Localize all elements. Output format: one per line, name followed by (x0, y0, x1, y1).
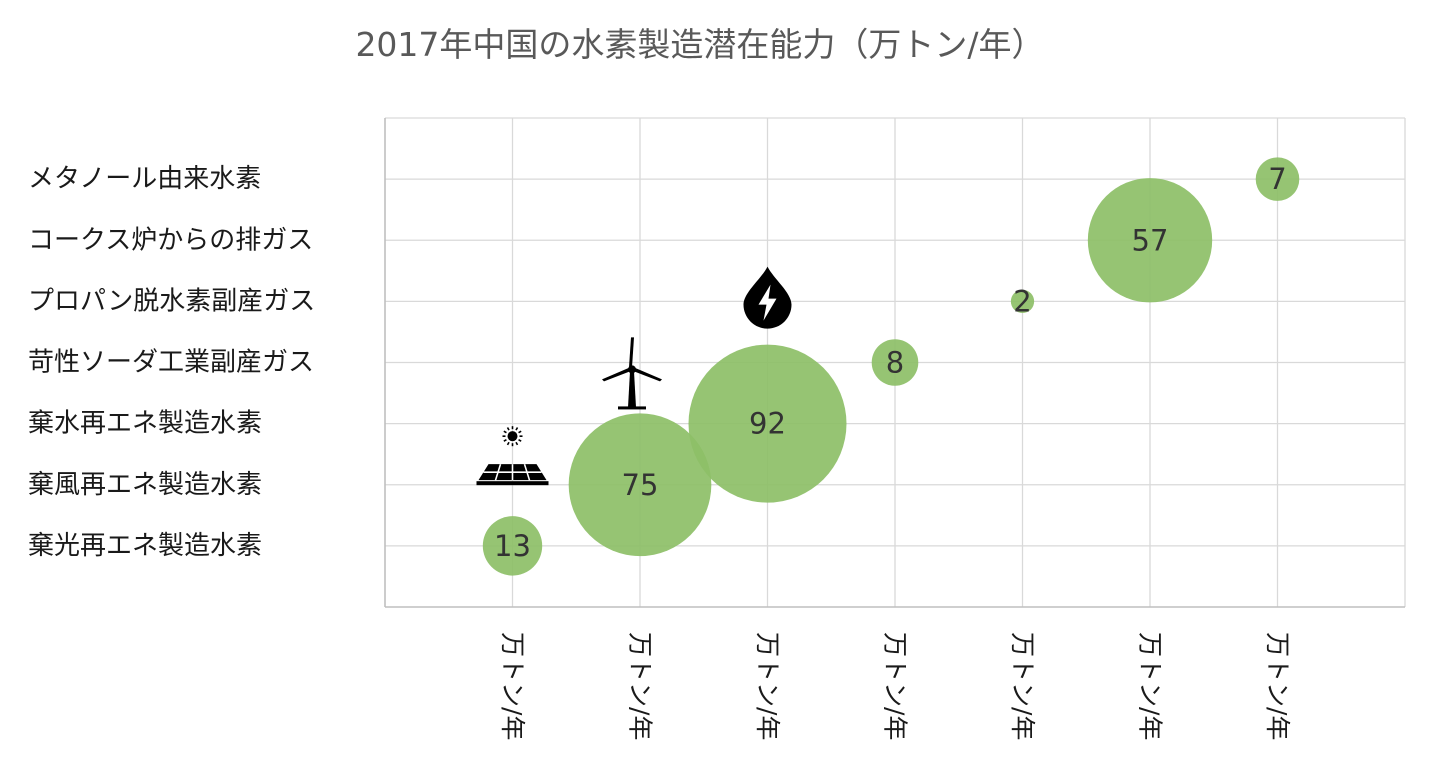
bubble (1087, 178, 1213, 303)
bubble (482, 516, 543, 576)
x-tick-label: 万トン/年 (626, 632, 655, 740)
y-tick-label: 苛性ソーダ工業副産ガス (28, 348, 314, 378)
data-label: 2 (1013, 284, 1031, 318)
solar-panel-icon (476, 426, 549, 486)
chart-title: 2017年中国の水素製造潜在能力（万トン/年） (355, 25, 1045, 64)
wind-turbine-icon (602, 337, 662, 410)
y-tick-label: メタノール由来水素 (28, 164, 261, 194)
y-tick-label: 棄風再エネ製造水素 (28, 470, 262, 500)
x-tick-label: 万トン/年 (1008, 632, 1037, 740)
y-tick-label: 棄光再エネ製造水素 (28, 531, 262, 561)
data-label: 57 (1132, 223, 1169, 257)
bubble (871, 339, 919, 386)
bubble (688, 344, 847, 503)
y-tick-label: 棄水再エネ製造水素 (28, 409, 262, 439)
x-axis-labels: 万トン/年 万トン/年 万トン/年 万トン/年 万トン/年 万トン/年 万トン/年 (498, 632, 1292, 740)
bubble (1255, 157, 1300, 201)
plot-area-frame (384, 117, 1406, 608)
bubbles (482, 157, 1300, 576)
x-tick-label: 万トン/年 (753, 632, 782, 740)
data-label: 8 (886, 346, 904, 380)
data-label: 75 (622, 468, 659, 502)
y-tick-label: コークス炉からの排ガス (28, 225, 313, 255)
bubble (568, 413, 712, 557)
hydro-drop-bolt-icon (743, 266, 792, 329)
data-labels: 13 75 92 8 2 57 7 (494, 162, 1287, 563)
bubble (1010, 289, 1035, 314)
data-label: 92 (749, 407, 786, 441)
x-tick-label: 万トン/年 (881, 632, 910, 740)
y-tick-label: プロパン脱水素副産ガス (28, 286, 315, 316)
x-tick-label: 万トン/年 (498, 632, 527, 740)
x-tick-label: 万トン/年 (1136, 632, 1165, 740)
data-label: 13 (494, 529, 531, 563)
icons (476, 266, 792, 486)
x-tick-label: 万トン/年 (1263, 632, 1292, 740)
data-label: 7 (1268, 162, 1286, 196)
